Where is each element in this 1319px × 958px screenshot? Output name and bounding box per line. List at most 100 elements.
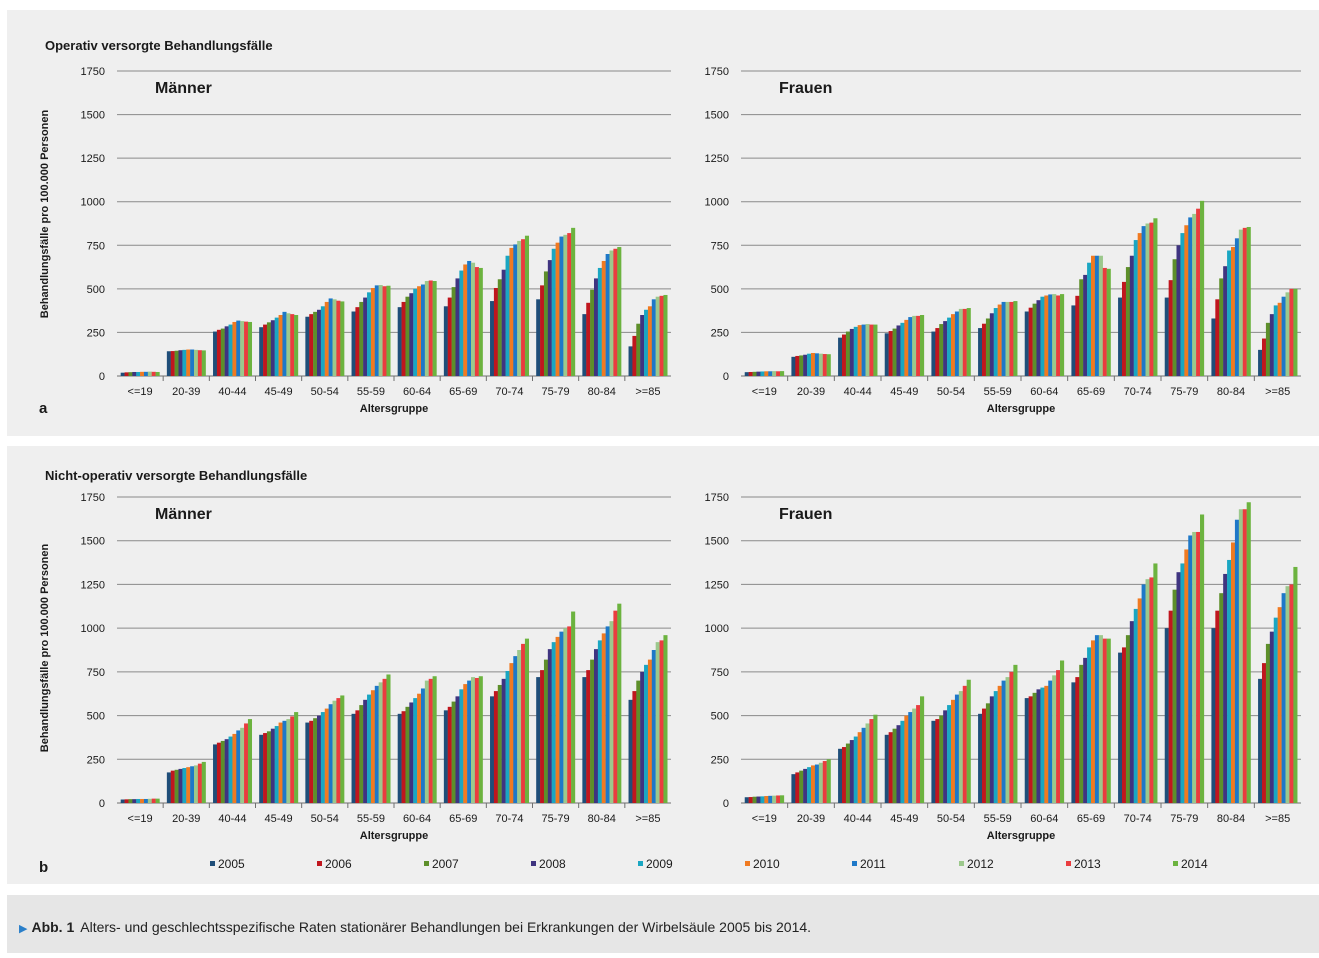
bar: [884, 333, 889, 376]
bar: [814, 764, 820, 803]
bar: [201, 350, 206, 376]
x-tick-label: 40-44: [844, 813, 872, 825]
bar: [644, 664, 649, 803]
bar: [124, 799, 129, 803]
bar: [1005, 677, 1010, 803]
bar: [1168, 280, 1173, 376]
bar: [1242, 227, 1247, 376]
bar: [1285, 586, 1290, 803]
bar: [1048, 294, 1053, 376]
bar: [613, 610, 618, 803]
bar: [355, 710, 360, 803]
bar: [424, 680, 429, 803]
bar: [1106, 268, 1111, 376]
bar: [517, 650, 522, 803]
bar: [768, 795, 773, 803]
bar: [236, 320, 241, 376]
bar: [795, 772, 800, 803]
bar: [567, 233, 572, 376]
bar: [981, 708, 987, 803]
bar: [1060, 294, 1065, 376]
bar: [1141, 226, 1146, 376]
y-tick-label: 750: [87, 240, 105, 252]
bar: [313, 718, 318, 803]
bar: [286, 313, 291, 376]
bar: [1071, 305, 1076, 376]
bar: [240, 321, 245, 376]
bar: [1261, 338, 1267, 376]
bar: [474, 677, 479, 803]
bar: [428, 280, 433, 376]
x-tick-label: 60-64: [1030, 813, 1058, 825]
bar: [413, 288, 418, 376]
bar: [1145, 223, 1150, 376]
bar: [424, 281, 429, 376]
y-tick-label: 1250: [81, 153, 105, 165]
bar: [324, 708, 329, 803]
legend-label: 2010: [753, 857, 780, 871]
bar: [244, 723, 249, 803]
bar: [920, 696, 925, 803]
bar: [459, 689, 464, 803]
panel-letter: a: [39, 400, 48, 417]
x-tick-label: 70-74: [495, 386, 523, 398]
bar: [332, 700, 337, 803]
y-tick-label: 500: [711, 284, 729, 296]
legend-swatch: [317, 861, 322, 867]
bar: [1040, 296, 1045, 376]
chart-2: 0 250 500 750 1000 1250 1500 1750 <=19 20-39 40-44…: [705, 66, 1301, 415]
bar: [216, 329, 221, 376]
bar: [628, 346, 633, 376]
x-tick-label: >=85: [1265, 813, 1290, 825]
bar: [282, 720, 287, 803]
bar: [838, 748, 843, 803]
bar: [1032, 303, 1037, 376]
bar: [841, 747, 847, 803]
bar: [170, 770, 175, 803]
legend-label: 2007: [432, 857, 459, 871]
bar: [309, 720, 314, 803]
bar: [1098, 255, 1103, 376]
bar: [1153, 218, 1158, 376]
x-tick-label: 75-79: [542, 813, 570, 825]
bar: [939, 324, 944, 376]
bar: [978, 713, 983, 803]
bar: [401, 301, 406, 376]
bar: [1071, 682, 1076, 803]
y-tick-label: 0: [723, 371, 729, 383]
bar: [628, 699, 633, 803]
bar: [1277, 607, 1282, 803]
bar: [1223, 266, 1228, 376]
x-tick-label: 80-84: [1217, 813, 1245, 825]
legend-label: 2008: [539, 857, 566, 871]
bar: [904, 319, 909, 376]
bar: [247, 321, 253, 376]
bar: [951, 699, 956, 803]
bar: [632, 691, 637, 803]
bar: [1001, 680, 1006, 803]
bar: [822, 761, 827, 803]
bar: [651, 650, 656, 803]
x-tick-label: <=19: [128, 386, 153, 398]
bar: [197, 763, 202, 803]
chart-4: 0 250 500 750 1000 1250 1500 1750 <=19 20-39 40-44…: [705, 492, 1301, 842]
x-tick-label: 50-54: [937, 813, 965, 825]
bar: [659, 295, 664, 376]
bar: [1172, 259, 1177, 376]
caption-text: Alters- und geschlechtsspezifische Raten…: [80, 919, 812, 935]
bar: [756, 371, 761, 376]
bar: [290, 314, 295, 376]
bar: [1258, 678, 1263, 803]
bar: [966, 308, 971, 376]
bar: [493, 287, 498, 376]
bar: [382, 286, 387, 376]
bar: [493, 691, 498, 803]
legend-label: 2005: [218, 857, 245, 871]
bar: [601, 633, 606, 803]
x-tick-label: >=85: [1265, 386, 1290, 398]
bar: [517, 240, 522, 376]
bar: [536, 677, 541, 803]
x-tick-label: 55-59: [357, 386, 385, 398]
bar: [818, 762, 823, 803]
y-tick-label: 1500: [705, 110, 729, 122]
